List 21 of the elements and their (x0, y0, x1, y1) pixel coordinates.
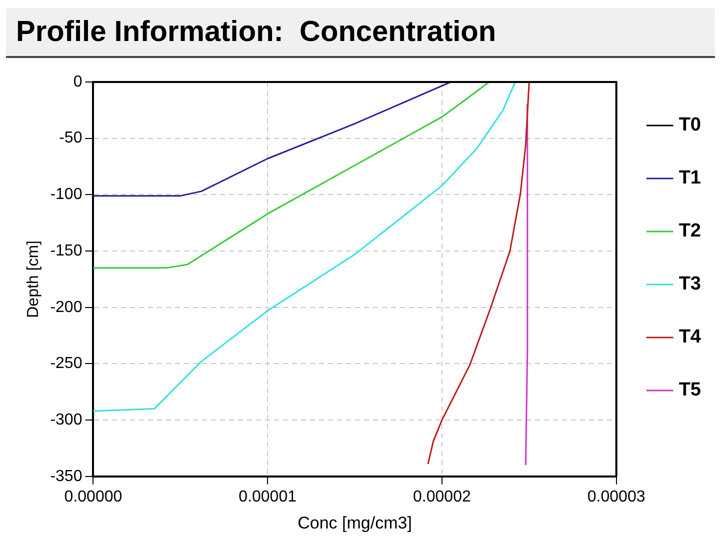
y-tick-label: -150 (50, 242, 82, 260)
y-tick-label: -300 (50, 411, 82, 428)
x-tick-label: 0.00002 (413, 488, 471, 506)
y-tick-label: -50 (59, 130, 82, 147)
y-tick-label: 0 (73, 73, 82, 90)
legend-label: T5 (678, 380, 702, 401)
legend-label: T2 (678, 220, 702, 242)
chart-title: Profile Information: Concentration (6, 8, 715, 58)
y-axis-title: Depth [cm] (25, 240, 42, 318)
y-tick-label: -350 (50, 468, 82, 485)
x-axis-title: Conc [mg/cm3] (298, 513, 412, 532)
y-tick-label: -250 (50, 355, 82, 372)
x-tick-label: 0.00000 (64, 488, 122, 506)
legend-label: T3 (678, 274, 702, 295)
legend-label: T0 (678, 114, 702, 136)
legend-label: T4 (678, 326, 702, 348)
y-tick-label: -100 (50, 186, 82, 204)
y-tick-label: -200 (50, 298, 82, 316)
legend-label: T1 (678, 168, 702, 189)
x-tick-label: 0.00003 (587, 488, 646, 506)
x-tick-label: 0.00001 (238, 488, 297, 506)
